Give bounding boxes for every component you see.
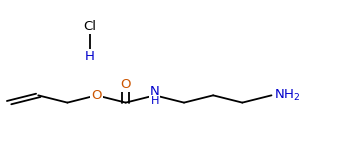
Text: NH$_2$: NH$_2$ bbox=[274, 88, 300, 103]
Text: H: H bbox=[85, 50, 95, 62]
Text: O: O bbox=[120, 78, 131, 91]
Text: Cl: Cl bbox=[83, 20, 96, 33]
Text: N: N bbox=[150, 85, 160, 98]
Text: O: O bbox=[91, 89, 102, 102]
Text: H: H bbox=[151, 96, 159, 106]
